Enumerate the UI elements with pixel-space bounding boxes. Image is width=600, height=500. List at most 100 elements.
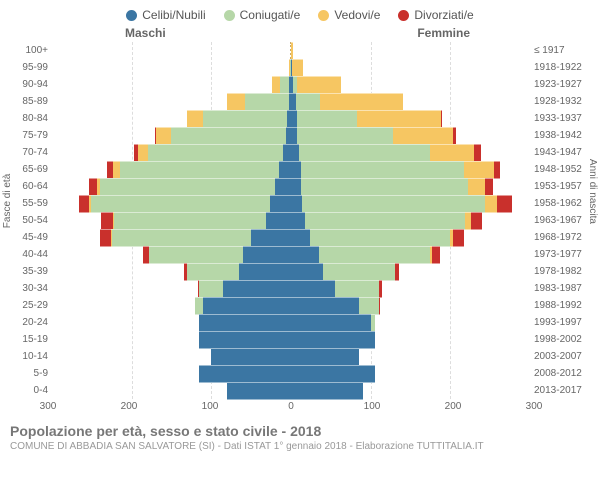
pyramid-row [52,297,530,313]
bar-segment [227,382,291,400]
chart-footer: Popolazione per età, sesso e stato civil… [0,415,600,452]
bar-segment [395,263,400,281]
bar-segment [497,195,511,213]
bar-segment [305,212,464,230]
bar-segment [91,195,270,213]
pyramid-row [52,229,530,245]
bar-segment [148,144,283,162]
age-label: 50-54 [8,212,48,229]
bar-segment [199,314,291,332]
birth-label: 1953-1957 [534,178,592,195]
age-label: 65-69 [8,161,48,178]
legend-item: Coniugati/e [224,8,301,22]
age-label: 10-14 [8,348,48,365]
population-pyramid-chart: Fasce di età Anni di nascita Celibi/Nubi… [0,0,600,452]
bar-segment [243,246,291,264]
bar-segment [239,263,291,281]
bar-segment [291,297,359,315]
legend-swatch [398,10,409,21]
bar-segment [149,246,243,264]
bar-segment [283,144,291,162]
x-axis-labels: 3002001000100200300 [48,401,534,415]
pyramid-row [52,110,530,126]
birth-label: 1988-1992 [534,297,592,314]
bar-segment [379,297,380,315]
chart-title: Popolazione per età, sesso e stato civil… [10,423,590,439]
legend-item: Vedovi/e [318,8,380,22]
age-label: 35-39 [8,263,48,280]
bar-segment [187,110,203,128]
bar-segment [453,127,456,145]
bar-segment [199,280,223,298]
bar-segment [296,93,320,111]
pyramid-row [52,59,530,75]
bar-segment [291,212,305,230]
y-left-axis-title: Fasce di età [2,174,13,228]
bar-segment [291,42,293,60]
age-label: 70-74 [8,144,48,161]
birth-label: 1918-1922 [534,59,592,76]
bar-segment [320,93,404,111]
age-label: 40-44 [8,246,48,263]
pyramid-row [52,76,530,92]
plot-area: 100+95-9990-9485-8980-8475-7970-7465-696… [0,42,600,399]
birth-label: 2013-2017 [534,382,592,399]
bar-segment [291,178,301,196]
age-label: 45-49 [8,229,48,246]
bar-segment [89,178,97,196]
bar-segment [292,59,303,77]
bar-segment [379,280,382,298]
age-label: 95-99 [8,59,48,76]
age-label: 0-4 [8,382,48,399]
birth-label: 1938-1942 [534,127,592,144]
bar-segment [279,161,291,179]
bar-segment [291,365,375,383]
age-label: 80-84 [8,110,48,127]
bar-segment [291,280,335,298]
x-tick-label: 300 [526,401,543,412]
x-tick-label: 100 [364,401,381,412]
bar-segment [319,246,431,264]
birth-label: 1958-1962 [534,195,592,212]
bar-segment [393,127,453,145]
bar-segment [291,161,301,179]
pyramid-row [52,365,530,381]
bar-segment [156,127,170,145]
male-label: Maschi [125,26,166,40]
bar-segment [266,212,291,230]
x-tick-label: 300 [40,401,57,412]
age-label: 55-59 [8,195,48,212]
pyramid-row [52,246,530,262]
legend-item: Celibi/Nubili [126,8,205,22]
pyramid-row [52,93,530,109]
legend-label: Celibi/Nubili [142,8,205,22]
legend-label: Coniugati/e [240,8,301,22]
age-label: 75-79 [8,127,48,144]
bar-segment [100,178,275,196]
legend-swatch [126,10,137,21]
pyramid-row [52,280,530,296]
bar-segment [199,331,291,349]
bar-segment [297,110,357,128]
birth-label: 1968-1972 [534,229,592,246]
legend-swatch [224,10,235,21]
bar-segment [291,144,299,162]
birth-label: 2003-2007 [534,348,592,365]
bar-segment [100,229,111,247]
birth-label: 1928-1932 [534,93,592,110]
bar-segment [357,110,441,128]
pyramid-row [52,348,530,364]
bar-segment [138,144,148,162]
pyramid-row [52,42,530,58]
pyramid-row [52,212,530,228]
bar-segment [270,195,291,213]
pyramid-row [52,263,530,279]
bar-segment [291,195,302,213]
birth-label: 1978-1982 [534,263,592,280]
birth-label: ≤ 1917 [534,42,592,59]
bar-segment [359,297,379,315]
bar-segment [485,178,493,196]
birth-label: 1983-1987 [534,280,592,297]
bar-segment [79,195,89,213]
x-tick-label: 200 [445,401,462,412]
